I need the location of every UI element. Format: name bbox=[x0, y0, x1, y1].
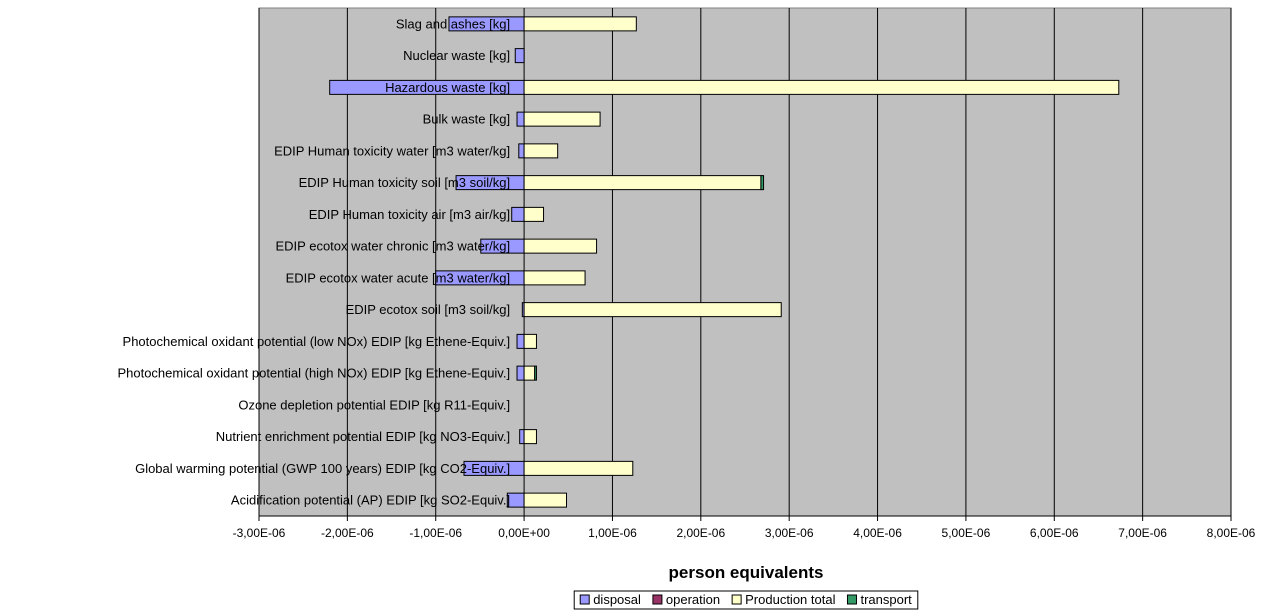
category-label: EDIP Human toxicity air [m3 air/kg] bbox=[309, 207, 510, 222]
legend-label: operation bbox=[666, 592, 720, 607]
x-axis-title: person equivalents bbox=[669, 563, 824, 582]
x-axis-ticks: -3,00E-06 -2,00E-06 -1,00E-06 0,00E+00 1,00E… bbox=[233, 515, 1256, 540]
bar-production-total bbox=[523, 206, 545, 222]
legend-swatch bbox=[846, 594, 857, 605]
legend-swatch bbox=[579, 594, 590, 605]
bar-disposal bbox=[516, 111, 525, 127]
bar-production-total bbox=[523, 238, 598, 254]
bar-production-total bbox=[523, 365, 536, 381]
x-tick-label: 7,00E-06 bbox=[1118, 526, 1167, 540]
category-label: Acidification potential (AP) EDIP [kg SO… bbox=[231, 493, 510, 508]
x-tick-label: 6,00E-06 bbox=[1030, 526, 1079, 540]
category-labels: Slag and ashes [kg] Nuclear waste [kg] Haz… bbox=[117, 16, 510, 507]
bar-disposal bbox=[519, 429, 525, 445]
legend-label: disposal bbox=[593, 592, 641, 607]
category-label: EDIP ecotox water chronic [m3 water/kg] bbox=[276, 239, 511, 254]
bar-disposal bbox=[518, 143, 525, 159]
bar-production-total bbox=[523, 460, 634, 476]
legend-swatch bbox=[731, 594, 742, 605]
bar-disposal bbox=[516, 333, 525, 349]
bar-transport bbox=[760, 175, 765, 191]
x-tick-label: 1,00E-06 bbox=[588, 526, 637, 540]
legend-item: Production total bbox=[731, 592, 836, 607]
bar-production-total bbox=[523, 79, 1120, 95]
x-tick-label: 4,00E-06 bbox=[853, 526, 902, 540]
bar-transport bbox=[534, 365, 537, 381]
legend-label: Production total bbox=[745, 592, 835, 607]
category-label: Ozone depletion potential EDIP [kg R11-E… bbox=[238, 397, 510, 412]
legend-item: operation bbox=[652, 592, 720, 607]
x-tick-label: 0,00E+00 bbox=[498, 526, 550, 540]
legend-item: transport bbox=[846, 592, 912, 607]
bars bbox=[329, 16, 1120, 508]
category-label: EDIP ecotox water acute [m3 water/kg] bbox=[286, 270, 510, 285]
bar-production-total bbox=[523, 333, 537, 349]
category-label: EDIP ecotox soil [m3 soil/kg] bbox=[346, 302, 511, 317]
bar-production-total bbox=[523, 143, 559, 159]
bar-production-total bbox=[523, 492, 568, 508]
category-label: Photochemical oxidant potential (low NOx… bbox=[123, 334, 511, 349]
x-tick-label: -1,00E-06 bbox=[409, 526, 462, 540]
bar-production-total bbox=[523, 270, 586, 286]
legend: disposal operation Production total transpo… bbox=[573, 590, 919, 610]
legend-label: transport bbox=[860, 592, 912, 607]
category-label: Nutrient enrichment potential EDIP [kg N… bbox=[216, 429, 510, 444]
x-tick-label: 8,00E-06 bbox=[1207, 526, 1256, 540]
bar-disposal bbox=[514, 48, 525, 64]
x-tick-label: -3,00E-06 bbox=[233, 526, 286, 540]
legend-item: disposal bbox=[579, 592, 641, 607]
bar-disposal bbox=[516, 365, 525, 381]
bar-production-total bbox=[523, 302, 782, 318]
category-label: Global warming potential (GWP 100 years)… bbox=[135, 461, 510, 476]
category-label: Slag and ashes [kg] bbox=[396, 16, 510, 31]
bar-disposal bbox=[511, 206, 525, 222]
bar-production-total bbox=[523, 16, 637, 32]
x-tick-label: 5,00E-06 bbox=[942, 526, 991, 540]
category-label: Nuclear waste [kg] bbox=[403, 48, 510, 63]
x-tick-label: -2,00E-06 bbox=[321, 526, 374, 540]
x-tick-label: 2,00E-06 bbox=[676, 526, 725, 540]
category-label: EDIP Human toxicity water [m3 water/kg] bbox=[274, 143, 510, 158]
category-label: Hazardous waste [kg] bbox=[385, 80, 510, 95]
bar-production-total bbox=[523, 429, 537, 445]
x-tick-label: 3,00E-06 bbox=[765, 526, 814, 540]
category-label: EDIP Human toxicity soil [m3 soil/kg] bbox=[299, 175, 510, 190]
bar-production-total bbox=[523, 175, 762, 191]
legend-swatch bbox=[652, 594, 663, 605]
category-label: Bulk waste [kg] bbox=[423, 112, 510, 127]
bar-production-total bbox=[523, 111, 601, 127]
category-label: Photochemical oxidant potential (high NO… bbox=[117, 366, 510, 381]
